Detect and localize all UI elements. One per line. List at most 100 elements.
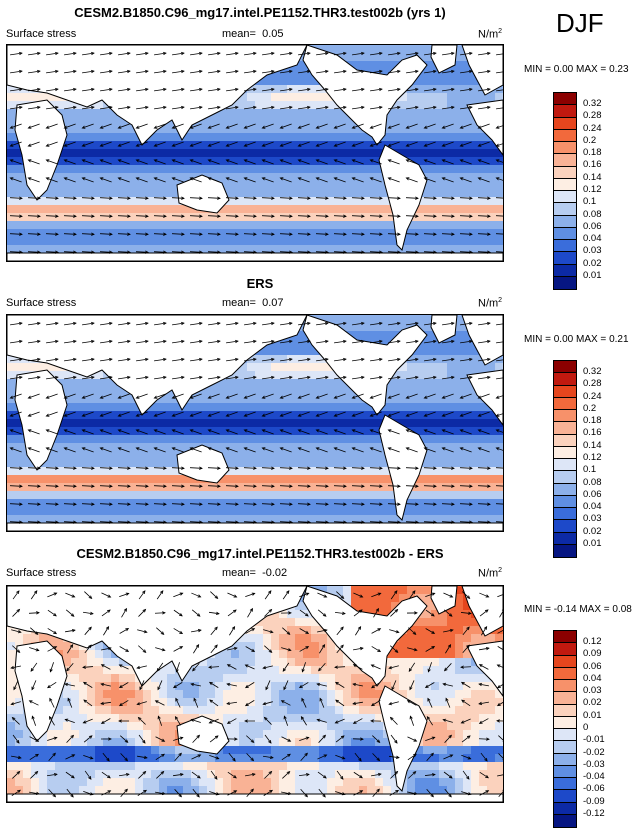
- field-cell: [431, 109, 440, 118]
- field-cell: [223, 435, 232, 444]
- field-cell: [495, 229, 503, 238]
- field-cell: [319, 403, 328, 412]
- field-cell: [159, 205, 168, 214]
- field-cell: [231, 109, 240, 118]
- field-cell: [103, 165, 112, 174]
- field-cell: [367, 61, 376, 70]
- field-cell: [231, 690, 240, 699]
- field-cell: [55, 221, 64, 230]
- field-cell: [143, 189, 152, 198]
- field-cell: [455, 355, 464, 364]
- field-cell: [183, 419, 192, 428]
- field-cell: [271, 205, 280, 214]
- field-cell: [455, 602, 464, 611]
- field-cell: [271, 690, 280, 699]
- field-cell: [191, 491, 200, 500]
- field-cell: [79, 491, 88, 500]
- field-cell: [263, 451, 272, 460]
- field-cell: [167, 499, 176, 508]
- field-cell: [431, 379, 440, 388]
- field-cell: [295, 459, 304, 468]
- field-cell: [79, 117, 88, 126]
- field-cell: [311, 483, 320, 492]
- field-cell: [167, 451, 176, 460]
- field-cell: [319, 165, 328, 174]
- field-cell: [455, 237, 464, 246]
- field-cell: [255, 435, 264, 444]
- field-cell: [335, 157, 344, 166]
- field-cell: [87, 141, 96, 150]
- field-cell: [15, 189, 24, 198]
- field-cell: [111, 411, 120, 420]
- field-cell: [311, 109, 320, 118]
- field-cell: [471, 626, 480, 635]
- field-cell: [431, 205, 440, 214]
- field-cell: [311, 650, 320, 659]
- field-cell: [263, 77, 272, 86]
- field-cell: [7, 642, 16, 651]
- field-cell: [431, 347, 440, 356]
- field-cell: [399, 395, 408, 404]
- field-cell: [439, 77, 448, 86]
- field-cell: [95, 197, 104, 206]
- field-cell: [279, 403, 288, 412]
- field-cell: [375, 602, 384, 611]
- field-cell: [343, 165, 352, 174]
- field-cell: [7, 213, 16, 222]
- field-cell: [367, 475, 376, 484]
- field-cell: [407, 133, 416, 142]
- field-cell: [455, 61, 464, 70]
- field-cell: [367, 213, 376, 222]
- field-cell: [111, 674, 120, 683]
- field-cell: [343, 133, 352, 142]
- field-cell: [295, 451, 304, 460]
- field-cell: [215, 507, 224, 516]
- field-cell: [255, 387, 264, 396]
- field-cell: [487, 157, 496, 166]
- field-cell: [471, 213, 480, 222]
- field-cell: [95, 419, 104, 428]
- field-cell: [455, 331, 464, 340]
- field-cell: [151, 213, 160, 222]
- field-cell: [79, 387, 88, 396]
- field-cell: [303, 491, 312, 500]
- field-cell: [415, 109, 424, 118]
- field-cell: [455, 419, 464, 428]
- field-cell: [279, 165, 288, 174]
- field-cell: [167, 197, 176, 206]
- field-cell: [151, 181, 160, 190]
- field-cell: [87, 674, 96, 683]
- field-cell: [303, 618, 312, 627]
- field-cell: [439, 189, 448, 198]
- colorbar-swatch: [554, 191, 576, 203]
- field-cell: [287, 483, 296, 492]
- field-cell: [423, 347, 432, 356]
- field-cell: [255, 93, 264, 102]
- field-cell: [479, 237, 488, 246]
- field-cell: [239, 419, 248, 428]
- field-cell: [167, 427, 176, 436]
- min-value: 0.00: [554, 64, 573, 75]
- field-cell: [63, 650, 72, 659]
- field-cell: [111, 157, 120, 166]
- field-cell: [215, 419, 224, 428]
- mean-value: 0.07: [262, 297, 283, 309]
- field-cell: [327, 117, 336, 126]
- field-cell: [175, 491, 184, 500]
- field-cell: [351, 181, 360, 190]
- field-cell: [183, 507, 192, 516]
- field-cell: [119, 435, 128, 444]
- colorbar-swatch: [554, 142, 576, 154]
- field-cell: [447, 379, 456, 388]
- field-cell: [487, 93, 496, 102]
- field-cell: [119, 666, 128, 675]
- field-cell: [471, 173, 480, 182]
- field-cell: [415, 237, 424, 246]
- field-cell: [79, 483, 88, 492]
- field-cell: [199, 507, 208, 516]
- field-cell: [95, 403, 104, 412]
- colorbar-swatch: [554, 361, 576, 373]
- field-cell: [487, 507, 496, 516]
- field-cell: [111, 403, 120, 412]
- field-cell: [239, 451, 248, 460]
